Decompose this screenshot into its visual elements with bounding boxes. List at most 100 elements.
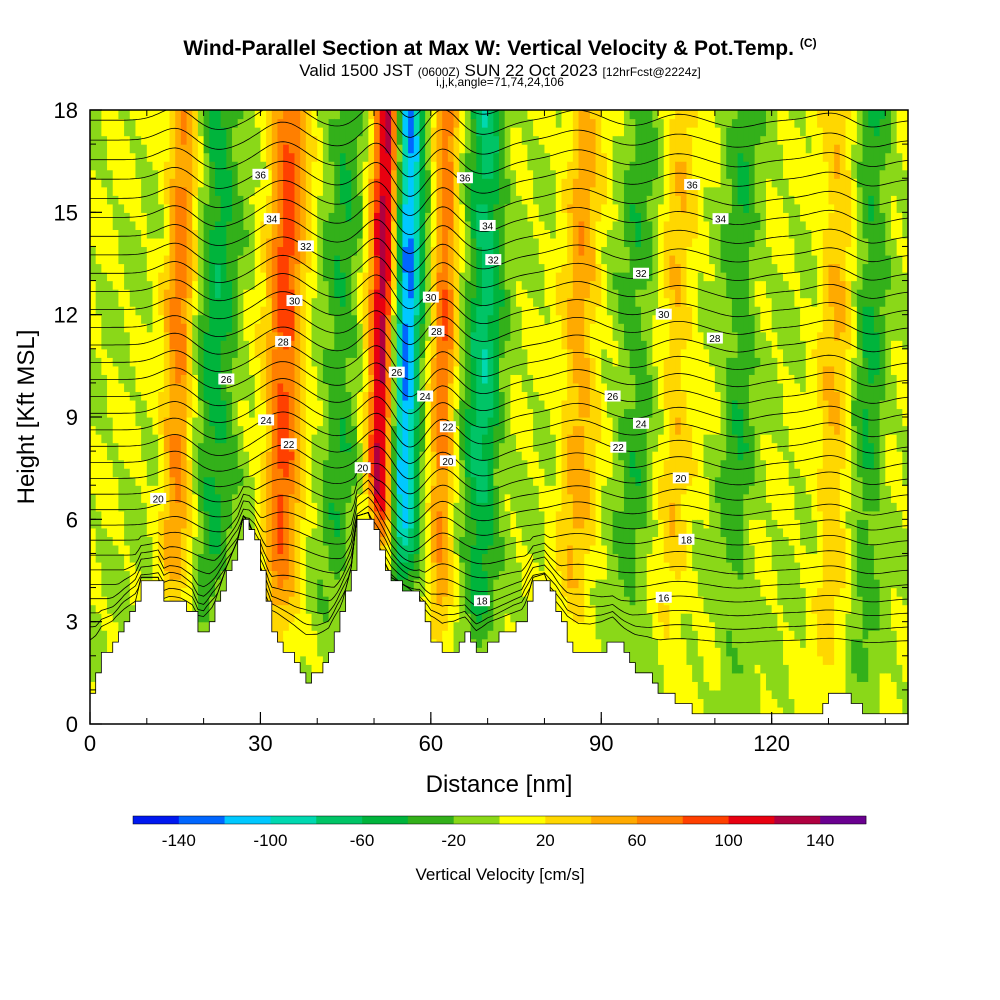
section-params: i,j,k,angle=71,74,24,106 [436, 75, 564, 89]
velocity-cell [266, 169, 273, 196]
velocity-cell [856, 638, 864, 682]
velocity-cell [703, 280, 710, 350]
velocity-cell [692, 570, 699, 631]
velocity-cell [374, 510, 381, 529]
isentrope-label: 26 [604, 390, 621, 403]
velocity-cell [481, 203, 489, 350]
velocity-cell [845, 613, 852, 724]
isentrope-line [90, 394, 908, 431]
velocity-cell [862, 510, 869, 520]
velocity-cell [146, 331, 154, 418]
velocity-cell [180, 110, 188, 145]
velocity-cell [578, 425, 585, 529]
velocity-cell [101, 442, 108, 529]
velocity-cell [288, 340, 296, 452]
velocity-cell [652, 536, 659, 640]
velocity-cell [527, 374, 534, 410]
velocity-cell [748, 374, 756, 427]
velocity-cell [748, 519, 756, 546]
isentrope-line [90, 511, 908, 592]
y-tick-label: 18 [54, 98, 78, 123]
velocity-cell [277, 604, 284, 648]
velocity-cell [311, 502, 318, 529]
velocity-cell [720, 272, 727, 461]
velocity-cell [606, 314, 614, 358]
velocity-cell [834, 178, 841, 265]
velocity-cell [243, 246, 250, 290]
velocity-cell [686, 135, 693, 248]
velocity-cell [680, 519, 688, 572]
velocity-cell [464, 110, 472, 154]
velocity-cell [669, 502, 676, 537]
valid-date: SUN 22 Oct 2023 [464, 61, 598, 80]
velocity-cell [868, 382, 875, 444]
velocity-cell [283, 579, 290, 606]
velocity-cell [533, 110, 540, 137]
velocity-cell [95, 434, 102, 512]
velocity-cell [328, 161, 335, 213]
terrain-mask [90, 518, 908, 724]
velocity-cell [481, 553, 489, 572]
velocity-cell [351, 425, 358, 486]
velocity-cell [464, 152, 472, 222]
velocity-cell [186, 536, 193, 648]
velocity-cell [249, 289, 256, 375]
velocity-cell [311, 135, 318, 162]
velocity-cell [885, 110, 892, 154]
velocity-cell [345, 357, 352, 393]
velocity-cell [493, 110, 500, 137]
velocity-cell [476, 135, 483, 205]
velocity-cell [254, 323, 262, 358]
velocity-cell [402, 135, 409, 205]
velocity-cell [379, 536, 386, 546]
velocity-cell [572, 527, 580, 580]
velocity-cell [197, 553, 205, 623]
velocity-cell [300, 263, 307, 520]
velocity-cell [623, 272, 631, 350]
velocity-cell [726, 655, 733, 724]
x-tick-label: 120 [753, 731, 790, 756]
velocity-cell [794, 382, 801, 469]
velocity-cell [612, 220, 619, 273]
velocity-cell [129, 399, 137, 478]
velocity-cell [760, 672, 767, 717]
velocity-cell [663, 357, 671, 410]
velocity-cell [890, 502, 898, 589]
velocity-cell [822, 399, 830, 665]
velocity-cell [783, 280, 790, 367]
velocity-cell [510, 510, 517, 537]
velocity-cell [322, 110, 330, 222]
velocity-cell [232, 161, 239, 358]
velocity-cell [862, 519, 869, 640]
velocity-cell [834, 596, 841, 717]
velocity-cell [851, 425, 858, 640]
velocity-cell [101, 527, 108, 597]
velocity-cell [362, 391, 369, 495]
velocity-cell [692, 186, 699, 239]
velocity-cell [374, 442, 381, 495]
velocity-cell [783, 664, 790, 717]
velocity-cell [765, 689, 773, 724]
velocity-cell [402, 110, 409, 137]
velocity-cell [516, 280, 523, 307]
velocity-cell [828, 212, 835, 265]
velocity-cell [351, 314, 358, 358]
velocity-cell [686, 306, 693, 341]
velocity-cell [243, 289, 250, 341]
velocity-cell [493, 425, 500, 469]
velocity-cell [658, 110, 665, 120]
velocity-cell [527, 476, 534, 555]
velocity-cell [481, 382, 489, 435]
velocity-cell [572, 425, 580, 529]
velocity-cell [436, 604, 443, 648]
velocity-cell [703, 476, 710, 529]
velocity-cell [141, 323, 148, 401]
isentrope-label: 28 [428, 325, 445, 338]
velocity-cell [709, 280, 716, 367]
velocity-cell [811, 110, 818, 256]
velocity-cell [811, 254, 818, 307]
velocity-cell [601, 110, 608, 154]
velocity-cell [606, 229, 614, 316]
velocity-cell [550, 434, 557, 486]
velocity-cell [612, 365, 619, 512]
